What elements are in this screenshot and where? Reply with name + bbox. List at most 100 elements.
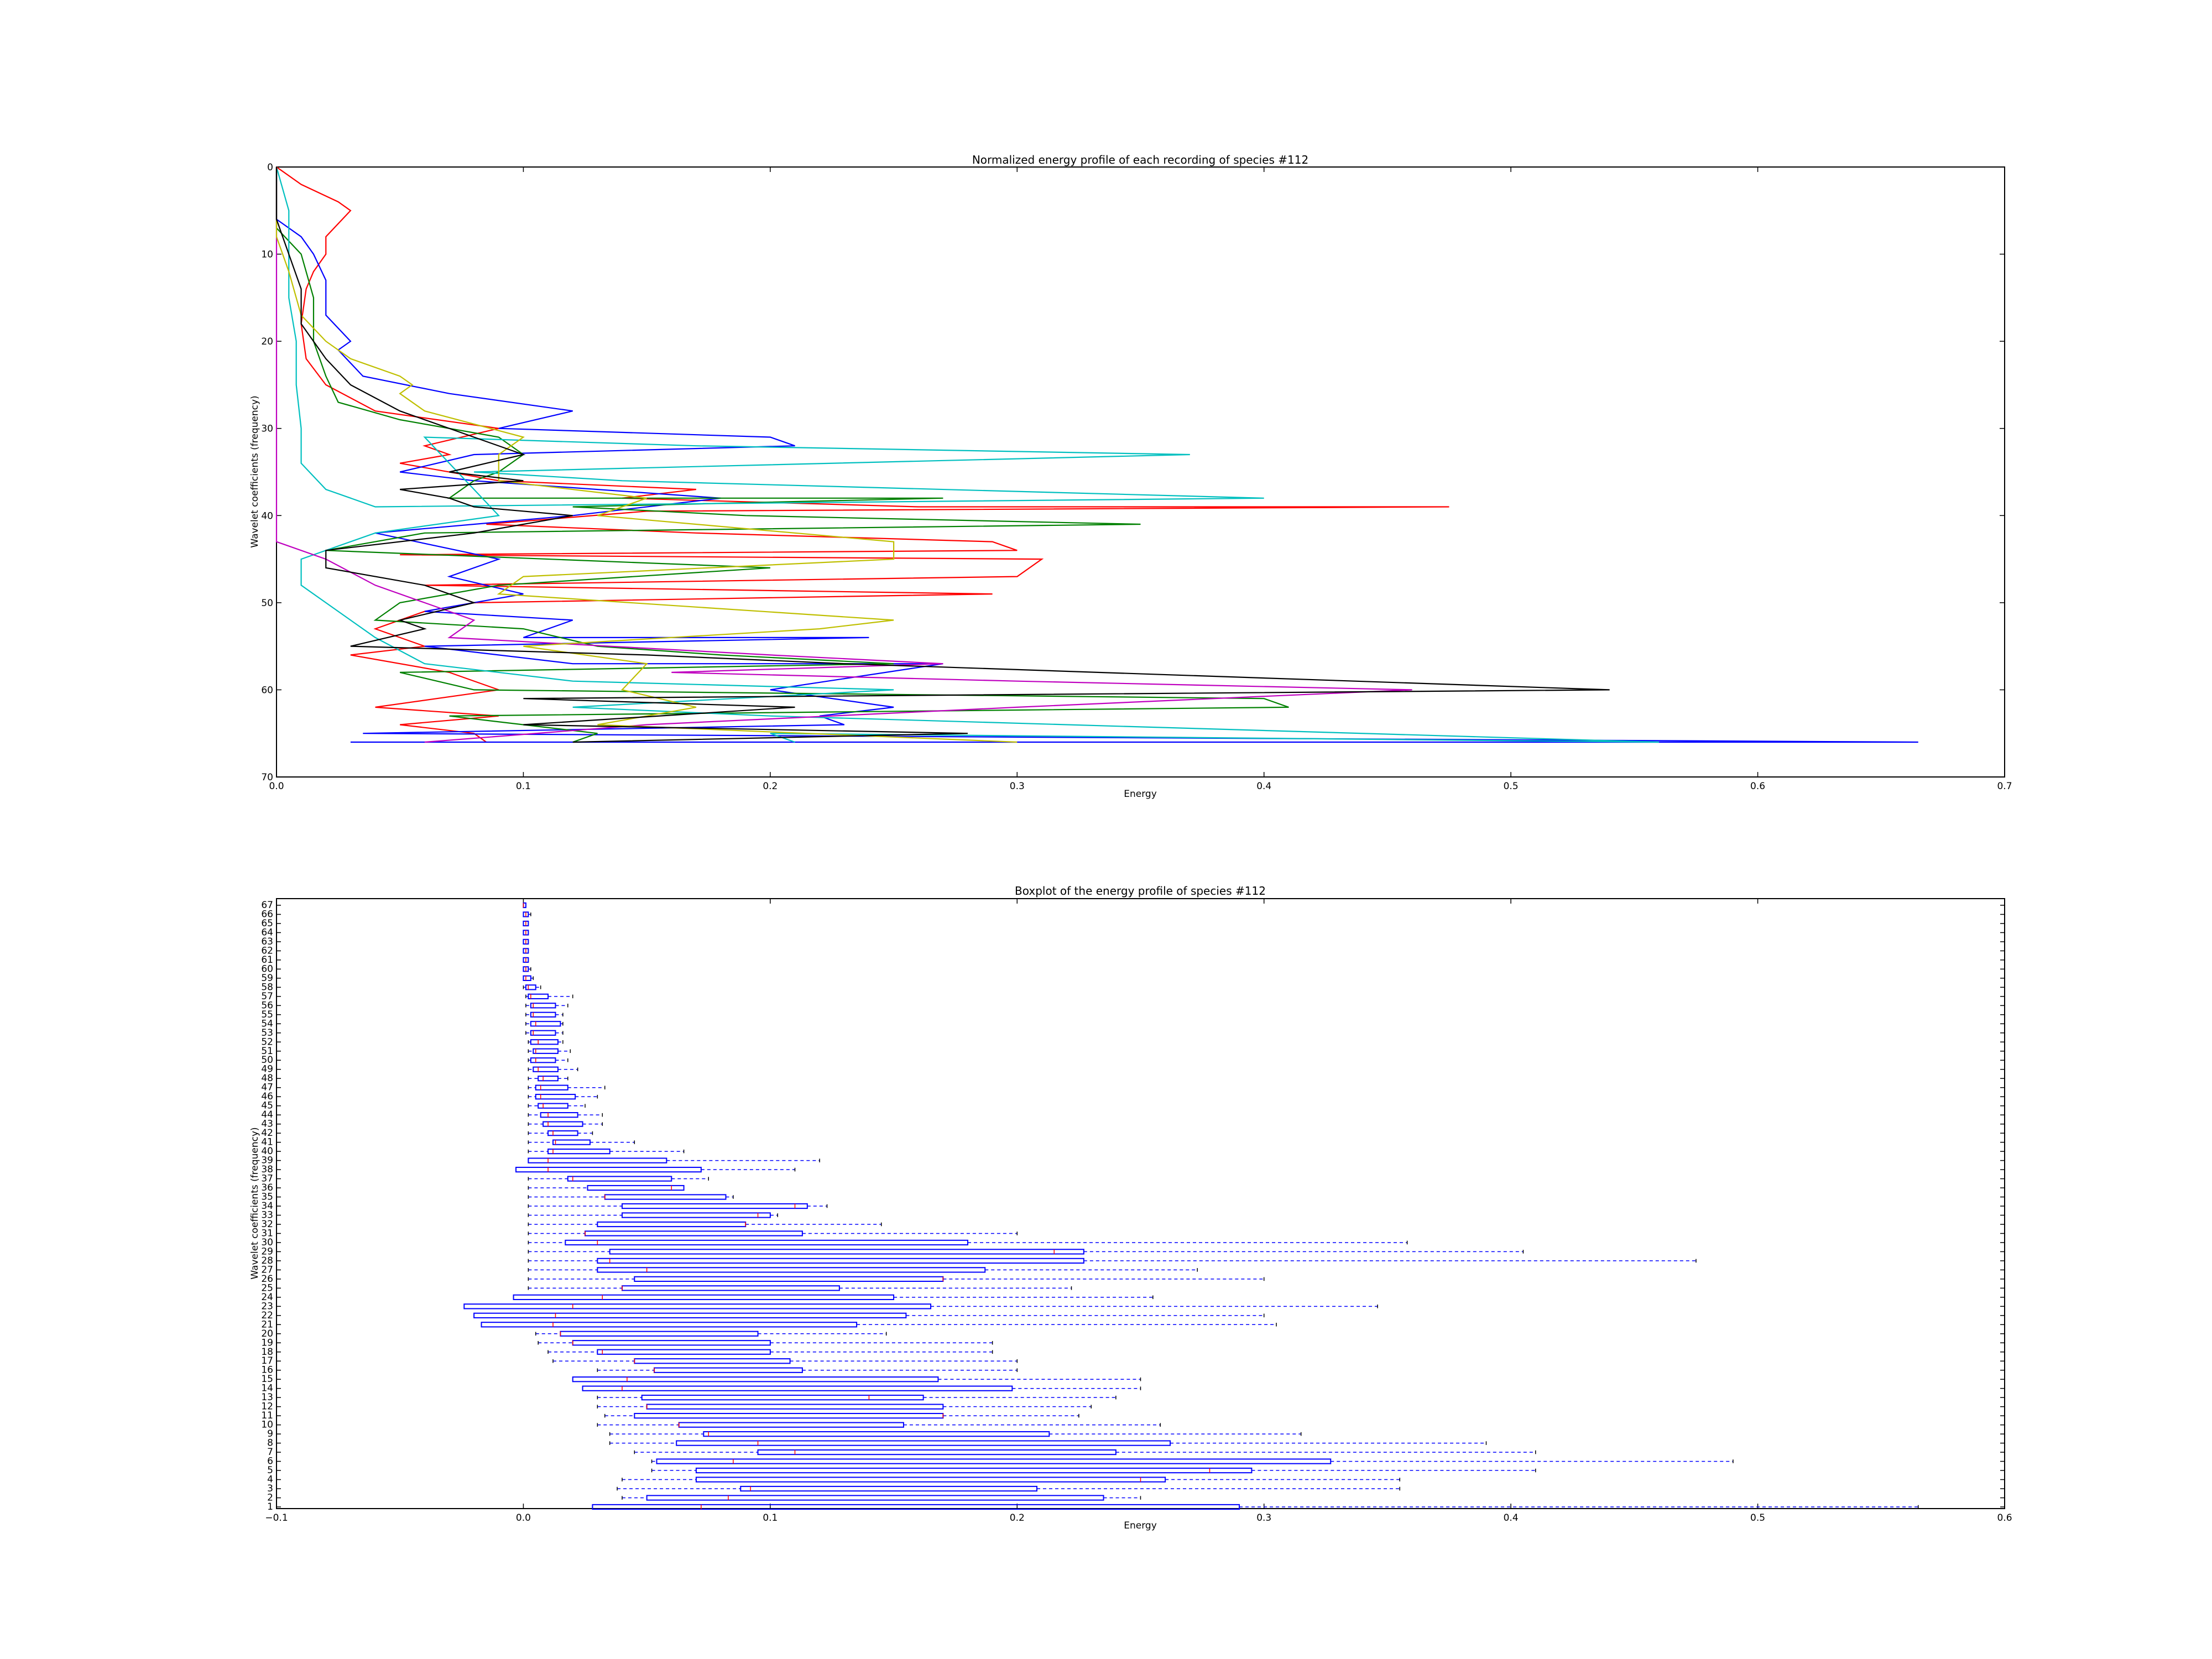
chart2-y-tick-label: 17 <box>261 1355 273 1366</box>
chart1-y-tick-label: 60 <box>261 685 273 696</box>
box-iqr <box>676 1440 1171 1446</box>
chart2-y-tick-label: 50 <box>261 1055 273 1066</box>
box-iqr <box>538 1076 559 1082</box>
box-iqr <box>757 1449 1117 1455</box>
box-49 <box>528 1066 578 1072</box>
box-iqr <box>641 1395 924 1401</box>
box-iqr <box>533 1066 559 1072</box>
box-iqr <box>547 1148 611 1155</box>
box-iqr <box>656 1458 1332 1464</box>
box-iqr <box>540 1112 578 1118</box>
box-iqr <box>513 1294 895 1300</box>
box-iqr <box>597 1349 771 1355</box>
chart2-y-tick-label: 58 <box>261 982 273 993</box>
chart2-y-tick-label: 10 <box>261 1420 273 1431</box>
box-50 <box>528 1057 568 1063</box>
chart2-title: Boxplot of the energy profile of species… <box>1015 884 1266 898</box>
chart2-y-axis-label: Wavelet coefficients (frequency) <box>249 1127 260 1279</box>
box-iqr <box>703 1431 1050 1437</box>
chart2-y-tick-label: 56 <box>261 1000 273 1011</box>
box-36 <box>528 1185 685 1191</box>
chart2-plot-area <box>276 898 2005 1509</box>
box-52 <box>528 1039 564 1045</box>
chart1-y-tick-label: 30 <box>261 424 273 435</box>
chart2-x-tick-label: 0.6 <box>1997 1512 2012 1524</box>
chart2-y-tick-label: 33 <box>261 1209 273 1220</box>
chart1-x-tick-label: 0.2 <box>763 781 778 792</box>
chart1-y-tick-label: 50 <box>261 598 273 609</box>
chart2-y-tick-label: 27 <box>261 1264 273 1275</box>
chart1-x-tick-label: 0.6 <box>1750 781 1765 792</box>
box-iqr <box>646 1495 1104 1501</box>
box-iqr <box>473 1312 907 1318</box>
chart1-x-tick-label: 0.0 <box>269 781 284 792</box>
chart2-y-tick-label: 14 <box>261 1383 273 1394</box>
box-iqr <box>535 1084 568 1091</box>
chart1-x-ticks: 0.0 0.1 0.2 0.3 0.4 0.5 0.6 0.7 <box>269 167 2012 792</box>
chart2-y-tick-label: 26 <box>261 1274 273 1285</box>
box-6 <box>651 1458 1734 1464</box>
box-61 <box>523 957 529 963</box>
chart2-y-tick-label: 40 <box>261 1146 273 1157</box>
box-20 <box>535 1331 887 1337</box>
box-22 <box>473 1312 1265 1318</box>
chart2-y-tick-label: 30 <box>261 1237 273 1248</box>
chart2-y-tick-label: 18 <box>261 1347 273 1358</box>
chart1-series-line-7 <box>275 167 1610 743</box>
box-25 <box>528 1285 1072 1291</box>
box-iqr <box>567 1176 672 1182</box>
box-53 <box>525 1030 564 1036</box>
box-iqr <box>481 1322 858 1328</box>
box-17 <box>552 1358 1018 1364</box>
chart2-y-tick-label: 45 <box>261 1100 273 1112</box>
chart2-y-tick-label: 35 <box>261 1192 273 1203</box>
chart2-y-tick-label: 48 <box>261 1073 273 1084</box>
box-18 <box>547 1349 993 1355</box>
box-1 <box>592 1504 1919 1510</box>
box-iqr <box>535 1094 576 1100</box>
chart2-y-tick-label: 66 <box>261 909 273 920</box>
chart2-y-tick-label: 43 <box>261 1119 273 1130</box>
box-iqr <box>515 1166 702 1173</box>
chart2-y-tick-label: 61 <box>261 954 273 966</box>
box-12 <box>597 1404 1092 1410</box>
box-59 <box>523 975 534 981</box>
chart1-y-tick-label: 40 <box>261 510 273 521</box>
box-iqr <box>547 1130 578 1136</box>
box-iqr <box>592 1504 1240 1510</box>
chart2-y-tick-label: 8 <box>267 1438 273 1449</box>
chart2-y-tick-label: 12 <box>261 1401 273 1412</box>
box-iqr <box>572 1376 939 1383</box>
box-37 <box>528 1176 709 1182</box>
chart2-x-ticks: −0.1 0.0 0.1 0.2 0.3 0.4 0.5 0.6 <box>265 899 2012 1524</box>
chart2-y-tick-label: 1 <box>267 1501 273 1512</box>
chart2-x-tick-label: 0.1 <box>763 1512 778 1524</box>
energy-boxplot-chart: Boxplot of the energy profile of species… <box>249 884 2012 1531</box>
box-2 <box>622 1495 1141 1501</box>
chart1-title: Normalized energy profile of each record… <box>972 153 1308 166</box>
box-iqr <box>622 1203 808 1209</box>
chart2-y-tick-label: 46 <box>261 1091 273 1102</box>
box-40 <box>528 1148 685 1155</box>
box-46 <box>528 1094 598 1100</box>
chart2-y-tick-label: 31 <box>261 1228 273 1239</box>
box-24 <box>513 1294 1154 1300</box>
box-3 <box>617 1485 1400 1492</box>
chart2-x-tick-label: 0.2 <box>1010 1512 1025 1524</box>
box-iqr <box>695 1477 1166 1483</box>
box-54 <box>525 1021 564 1027</box>
chart2-y-tick-label: 63 <box>261 936 273 947</box>
chart2-y-tick-label: 44 <box>261 1109 273 1120</box>
box-47 <box>528 1084 606 1091</box>
chart2-y-tick-label: 4 <box>267 1474 273 1485</box>
chart1-y-tick-label: 10 <box>261 249 273 260</box>
box-iqr <box>528 993 549 999</box>
chart2-y-ticks: 1234567891011121314151617181920212223242… <box>261 900 2005 1512</box>
chart1-series-line-5 <box>275 167 1412 743</box>
chart2-x-tick-label: 0.4 <box>1504 1512 1519 1524</box>
box-9 <box>609 1431 1302 1437</box>
chart2-y-tick-label: 21 <box>261 1319 273 1330</box>
box-iqr <box>530 1057 556 1063</box>
box-45 <box>528 1103 586 1109</box>
box-7 <box>634 1449 1536 1455</box>
